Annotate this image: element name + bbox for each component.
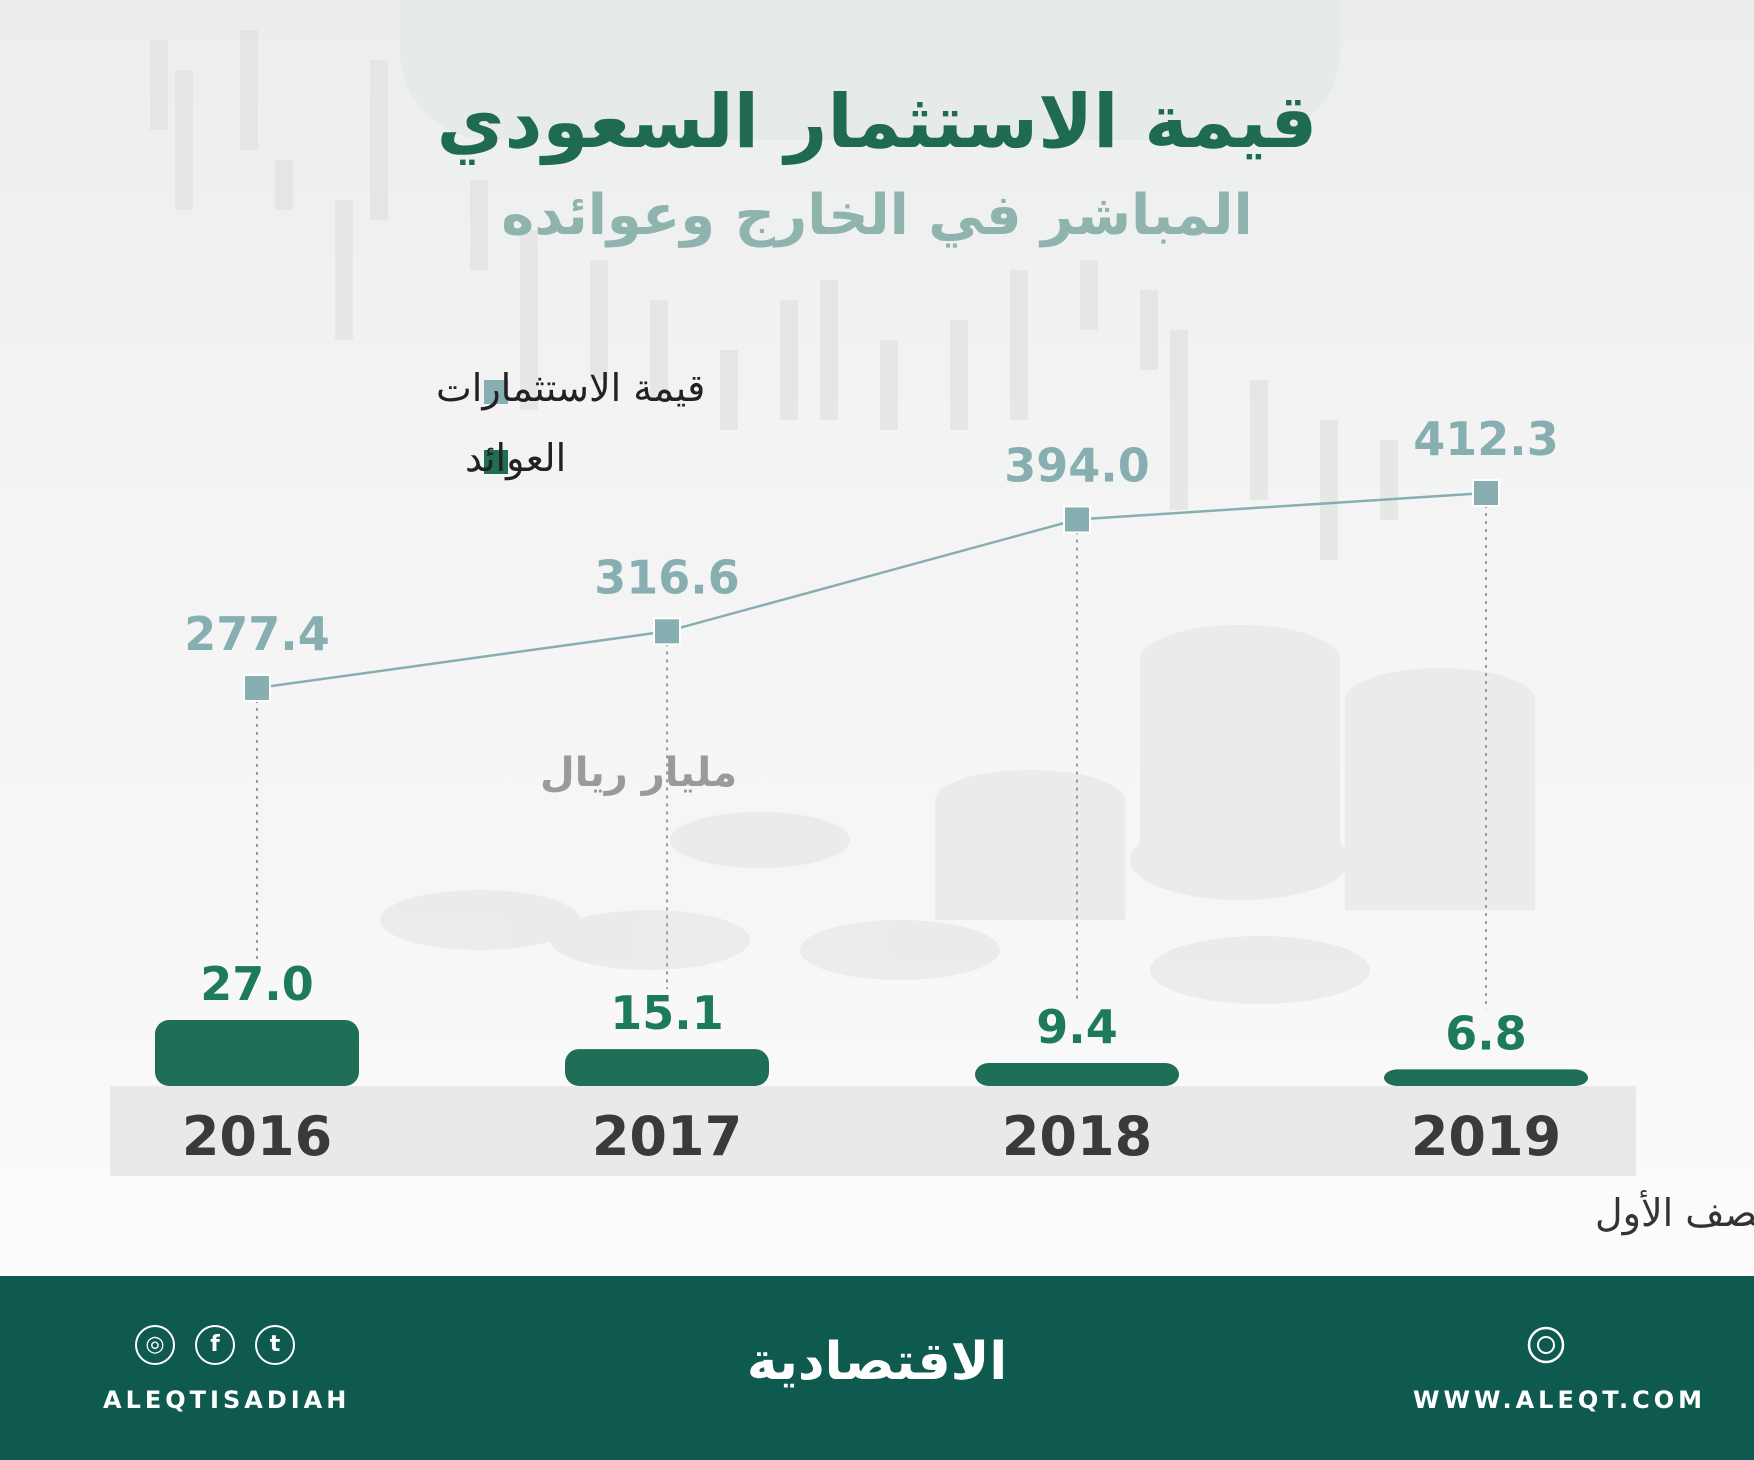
twitter-icon[interactable]: t (255, 1325, 295, 1365)
returns-bar-2017 (565, 1049, 769, 1086)
period-note: النصف الأول (1595, 1189, 1754, 1236)
legend-label-returns: العوائد (465, 436, 566, 481)
returns-bar-2019 (1384, 1069, 1588, 1086)
social-links: ◎ f t (135, 1325, 295, 1365)
investment-point-2019 (1472, 479, 1500, 507)
data-labels: 277.4 27.0 316.6 15.1 394.0 9.4 412.3 6.8 (184, 412, 1559, 1060)
footer-bar (0, 1276, 1754, 1460)
returns-bar-2016 (155, 1020, 359, 1086)
investment-line (243, 479, 1500, 702)
investment-value-2018: 394.0 (1004, 438, 1150, 492)
title-banner (400, 0, 1340, 140)
returns-value-2017: 15.1 (610, 986, 724, 1040)
dribbble-icon[interactable] (1526, 1325, 1566, 1365)
returns-value-2019: 6.8 (1445, 1006, 1527, 1060)
investment-value-2019: 412.3 (1413, 412, 1559, 466)
social-handle[interactable]: ALEQTISADIAH (103, 1386, 351, 1414)
x-tick-2018: 2018 (1002, 1105, 1152, 1168)
instagram-icon[interactable]: ◎ (135, 1325, 175, 1365)
legend-swatch-returns (484, 450, 508, 474)
returns-value-2016: 27.0 (200, 957, 314, 1011)
investment-point-2017 (653, 617, 681, 646)
connector-lines (256, 505, 1487, 1010)
x-tick-2019: 2019 (1411, 1105, 1561, 1168)
x-axis-band (110, 1086, 1636, 1176)
investment-value-2016: 277.4 (184, 607, 330, 661)
chart-subtitle: المباشر في الخارج وعوائده (501, 183, 1253, 248)
investment-point-2018 (1063, 505, 1091, 534)
returns-bar-2018 (975, 1063, 1179, 1086)
chart-title: قيمة الاستثمار السعودي (436, 79, 1318, 165)
facebook-icon[interactable]: f (195, 1325, 235, 1365)
investment-value-2017: 316.6 (594, 550, 740, 604)
unit-label: مليار ريال (540, 750, 737, 796)
brand-logo: الاقتصادية (746, 1332, 1008, 1392)
returns-value-2018: 9.4 (1036, 1000, 1118, 1054)
legend-label-investment: قيمة الاستثمارات (436, 366, 705, 410)
website-link[interactable]: WWW.ALEQT.COM (1413, 1386, 1706, 1414)
x-tick-2016: 2016 (182, 1105, 332, 1168)
returns-bars (155, 1020, 1588, 1086)
investment-line-path (256, 491, 1487, 690)
legend-swatch-investment (484, 380, 508, 404)
investment-point-2016 (243, 674, 271, 702)
x-tick-2017: 2017 (592, 1105, 742, 1168)
